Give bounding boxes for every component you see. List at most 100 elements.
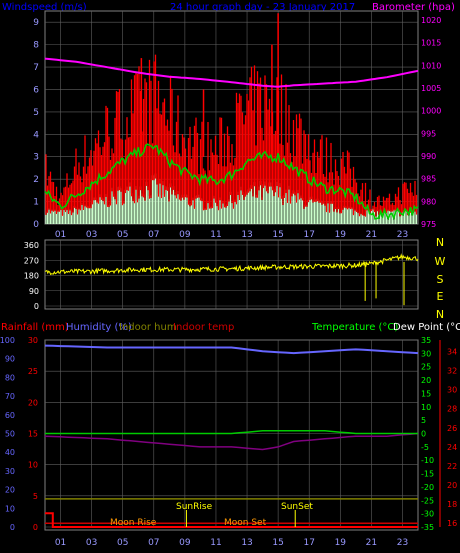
- moon-set-label: Moon Set: [224, 518, 267, 528]
- hour-tick-label: 05: [117, 538, 128, 548]
- temperature-tick-label: -25: [421, 496, 434, 505]
- windspeed-tick-label: 8: [33, 41, 39, 51]
- indoor-temp-tick-label: 32: [447, 367, 457, 376]
- indoor-temp-tick-label: 34: [447, 347, 457, 356]
- windspeed-axis-title: Windspeed (m/s): [2, 2, 87, 13]
- wind-series: [44, 57, 419, 221]
- temperature-tick-label: -35: [421, 523, 434, 532]
- windspeed-tick-labels: 0 1 2 3 4 5 6 7 8 9: [33, 18, 39, 230]
- hour-tick-label: 05: [117, 230, 128, 240]
- temperature-tick-label: 5: [421, 416, 426, 425]
- indoor-hum-title: Indoor hum: [119, 322, 177, 333]
- hour-tick-label: 19: [335, 230, 347, 240]
- humidity-tick-label: 80: [5, 373, 15, 382]
- humidity-tick-label: 20: [5, 486, 15, 495]
- windspeed-tick-label: 3: [33, 153, 39, 163]
- temperature-series: [44, 344, 419, 528]
- humidity-tick-label: 60: [5, 411, 15, 420]
- temperature-tick-label: -10: [421, 456, 434, 465]
- indoor-temp-tick-label: 16: [447, 519, 457, 528]
- astronomical-events: Moon Rise SunRise Moon Set SunSet: [110, 502, 313, 528]
- temperature-tick-labels: -35 -30 -25 -20 -15 -10 -5 0 5 10 15 20 25 30 35: [421, 336, 434, 532]
- indoor-temp-tick-labels: 16 18 20 22 24 26 28 30 32 34: [447, 347, 457, 528]
- temperature-tick-label: 0: [421, 430, 426, 439]
- rainfall-tick-label: 30: [28, 336, 38, 345]
- windspeed-tick-label: 4: [33, 130, 39, 140]
- windspeed-tick-label: 1: [33, 198, 39, 208]
- indoor-temp-tick-label: 18: [447, 500, 457, 509]
- indoor-temp-title: Indoor temp: [173, 322, 234, 333]
- barometer-tick-label: 1020: [421, 16, 441, 25]
- hour-tick-label: 23: [397, 230, 408, 240]
- dew-point-line: [44, 432, 419, 451]
- moon-rise-label: Moon Rise: [110, 518, 157, 528]
- direction-tick-label: 90: [29, 287, 39, 296]
- sun-rise-label: SunRise: [176, 502, 213, 512]
- rainfall-axis-title: Rainfall (mm): [1, 322, 69, 333]
- hour-tick-label: 09: [179, 230, 191, 240]
- graph-title: 24 hour graph day - 23 January 2017: [170, 2, 355, 13]
- humidity-tick-label: 30: [5, 467, 15, 476]
- barometer-line: [44, 57, 419, 88]
- humidity-tick-label: 90: [5, 355, 15, 364]
- humidity-line: [44, 344, 419, 355]
- windspeed-tick-label: 9: [33, 18, 39, 28]
- hour-tick-label: 07: [148, 230, 159, 240]
- rainfall-tick-labels: 0 5 10 15 20 25 30: [28, 336, 38, 532]
- temperature-tick-label: -30: [421, 510, 434, 519]
- indoor-temp-tick-label: 22: [447, 462, 457, 471]
- barometer-tick-label: 1015: [421, 39, 441, 48]
- hour-tick-label: 15: [272, 538, 283, 548]
- barometer-tick-label: 995: [421, 129, 436, 138]
- compass-letter: S: [437, 273, 444, 286]
- hour-tick-label: 17: [303, 230, 314, 240]
- hour-tick-label: 13: [241, 230, 252, 240]
- hour-tick-label: 23: [397, 538, 408, 548]
- humidity-axis-title: Humidity (%): [66, 322, 132, 333]
- hour-tick-label: 07: [148, 538, 159, 548]
- rainfall-tick-label: 20: [28, 398, 38, 407]
- compass-letter: W: [435, 255, 446, 268]
- windspeed-tick-label: 5: [33, 108, 39, 118]
- temperature-axis-title: Temperature (°C): [311, 322, 398, 333]
- rainfall-tick-label: 25: [28, 367, 38, 376]
- humidity-tick-label: 50: [5, 430, 15, 439]
- hour-tick-label: 09: [179, 538, 191, 548]
- hour-tick-label: 19: [335, 538, 347, 548]
- hour-tick-label: 21: [366, 230, 377, 240]
- indoor-temp-tick-label: 30: [447, 386, 457, 395]
- direction-grid: [45, 240, 418, 309]
- humidity-tick-label: 100: [0, 336, 15, 345]
- temperature-tick-label: 25: [421, 363, 431, 372]
- compass-letter: N: [436, 236, 444, 249]
- compass-letter: N: [436, 308, 444, 321]
- rainfall-tick-label: 0: [33, 523, 38, 532]
- rainfall-tick-label: 5: [33, 492, 38, 501]
- temperature-line: [45, 430, 418, 435]
- temperature-tick-label: -20: [421, 483, 434, 492]
- humidity-tick-label: 40: [5, 448, 15, 457]
- hour-tick-label: 01: [55, 230, 66, 240]
- rainfall-tick-label: 10: [28, 461, 38, 470]
- humidity-tick-label: 10: [5, 504, 15, 513]
- indoor-temp-tick-label: 26: [447, 424, 457, 433]
- direction-tick-labels: 0 90 180 270 360: [24, 241, 39, 311]
- windspeed-tick-label: 7: [33, 63, 39, 73]
- temperature-tick-label: 10: [421, 403, 431, 412]
- windspeed-tick-label: 6: [33, 85, 39, 95]
- dew-point-axis-title: Dew Point (°C): [393, 322, 460, 333]
- temperature-tick-label: 15: [421, 389, 431, 398]
- direction-tick-label: 270: [24, 256, 39, 265]
- hour-tick-label: 13: [241, 538, 252, 548]
- hour-tick-label: 11: [210, 230, 221, 240]
- temperature-tick-label: 20: [421, 376, 431, 385]
- humidity-tick-label: 0: [10, 523, 15, 532]
- barometer-tick-label: 975: [421, 220, 436, 229]
- direction-tick-label: 180: [24, 272, 39, 281]
- direction-tick-label: 360: [24, 241, 39, 250]
- barometer-tick-label: 985: [421, 175, 436, 184]
- direction-panel: [44, 239, 419, 310]
- barometer-tick-label: 1010: [421, 61, 441, 70]
- hour-tick-label: 11: [210, 538, 221, 548]
